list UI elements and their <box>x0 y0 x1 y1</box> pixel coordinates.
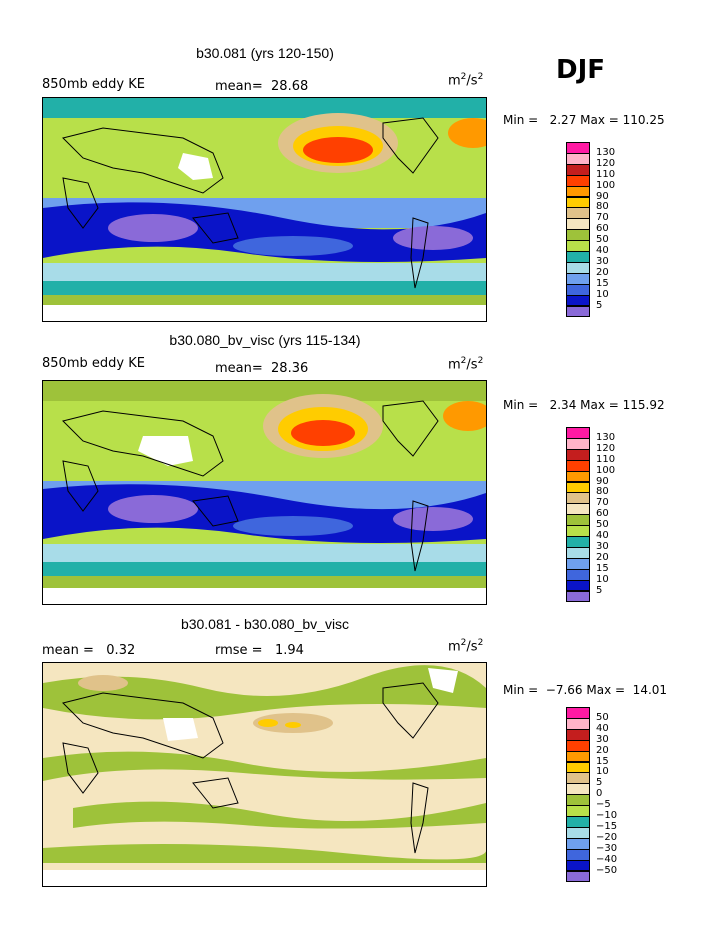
colorbar-tick-label: 50 <box>596 519 609 531</box>
colorbar-tick-label: 30 <box>596 255 609 267</box>
colorbar-tick-label: 70 <box>596 497 609 509</box>
panel-3-rmse-label: rmse = 1.94 <box>215 643 304 658</box>
colorbar-tick-label: 110 <box>596 453 616 465</box>
colorbar-tick-label: 120 <box>596 442 616 454</box>
panel-1-minmax: Min = 2.27 Max = 110.25 <box>503 113 665 127</box>
panel-3-units: m2/s2 <box>448 638 484 655</box>
panel-1-units: m2/s2 <box>448 72 484 89</box>
panel-1-map <box>42 97 487 322</box>
colorbar-tick-label: 15 <box>596 755 609 767</box>
colorbar-tick-label: 90 <box>596 190 609 202</box>
panel-3-title: b30.081 - b30.080_bv_visc <box>180 616 350 632</box>
colorbar-tick-label: 70 <box>596 212 609 224</box>
colorbar-tick-label: 15 <box>596 562 609 574</box>
colorbar-tick-label: −10 <box>596 810 618 821</box>
panel-1-map-graphic <box>43 98 486 321</box>
colorbar-tick-label: 90 <box>596 475 609 487</box>
panel-2-map-graphic <box>43 381 486 604</box>
colorbar-tick-label: 80 <box>596 201 609 213</box>
colorbar-tick-label: 5 <box>596 584 603 596</box>
colorbar-tick-label: 130 <box>596 146 616 158</box>
colorbar-tick-label: 30 <box>596 540 609 552</box>
panel-2-variable-label: 850mb eddy KE <box>42 356 145 371</box>
panel-3-mean-label: mean = 0.32 <box>42 643 136 658</box>
colorbar-tick-label: 40 <box>596 530 609 541</box>
colorbar-tick-label: 60 <box>596 223 609 235</box>
panel-2-map <box>42 380 487 605</box>
panel-2-mean-label: mean= 28.36 <box>215 361 309 376</box>
colorbar-swatch <box>566 590 590 603</box>
colorbar-tick-label: −50 <box>596 864 618 876</box>
colorbar-tick-label: 20 <box>596 266 609 278</box>
colorbar-tick-label: −30 <box>596 842 618 854</box>
colorbar-tick-label: −20 <box>596 831 618 843</box>
colorbar-swatch <box>566 870 590 883</box>
colorbar-tick-label: 5 <box>596 299 603 311</box>
colorbar-tick-label: 100 <box>596 179 616 191</box>
colorbar-swatch <box>566 305 590 318</box>
panel-1-colorbar: 130 120 110 100 90 80 70 60 50 40 30 20 15 10 5 <box>566 142 626 318</box>
colorbar-tick-label: 40 <box>596 722 609 734</box>
colorbar-tick-label: 120 <box>596 157 616 169</box>
colorbar-tick-label: 50 <box>596 234 609 246</box>
panel-3-minmax: Min = −7.66 Max = 14.01 <box>503 683 668 697</box>
colorbar-tick-label: 10 <box>596 766 609 778</box>
colorbar-tick-label: 80 <box>596 486 609 498</box>
season-label: DJF <box>556 55 606 85</box>
panel-2-colorbar: 130 120 110 100 90 80 70 60 50 40 30 20 15 10 5 <box>566 427 626 603</box>
colorbar-tick-label: 110 <box>596 168 616 180</box>
colorbar-tick-label: 10 <box>596 573 609 585</box>
panel-1-mean-label: mean= 28.68 <box>215 79 309 94</box>
colorbar-tick-label: 50 <box>596 711 609 723</box>
colorbar-tick-label: 15 <box>596 277 609 289</box>
colorbar-tick-label: 20 <box>596 551 609 563</box>
panel-3-map <box>42 662 487 887</box>
colorbar-tick-label: 30 <box>596 733 609 745</box>
colorbar-tick-label: 40 <box>596 245 609 256</box>
panel-1-title: b30.081 (yrs 120-150) <box>196 45 334 61</box>
panel-2-units: m2/s2 <box>448 356 484 373</box>
colorbar-tick-label: −5 <box>596 799 611 811</box>
colorbar-tick-label: 100 <box>596 464 616 476</box>
colorbar-tick-label: 20 <box>596 744 609 756</box>
colorbar-tick-label: −15 <box>596 820 618 832</box>
colorbar-tick-label: 130 <box>596 431 616 443</box>
panel-3-map-graphic <box>43 663 486 886</box>
colorbar-tick-label: 60 <box>596 508 609 520</box>
colorbar-tick-label: 0 <box>596 788 603 800</box>
colorbar-tick-label: 10 <box>596 288 609 300</box>
colorbar-tick-label: 5 <box>596 777 603 789</box>
colorbar-tick-label: −40 <box>596 853 618 865</box>
panel-1-variable-label: 850mb eddy KE <box>42 77 145 92</box>
panel-3-colorbar: 50 40 30 20 15 10 5 0 −5 −10 −15 −20 −30 −40 −50 <box>566 707 626 883</box>
panel-2-title: b30.080_bv_visc (yrs 115-134) <box>169 332 361 348</box>
panel-2-minmax: Min = 2.34 Max = 115.92 <box>503 398 665 412</box>
